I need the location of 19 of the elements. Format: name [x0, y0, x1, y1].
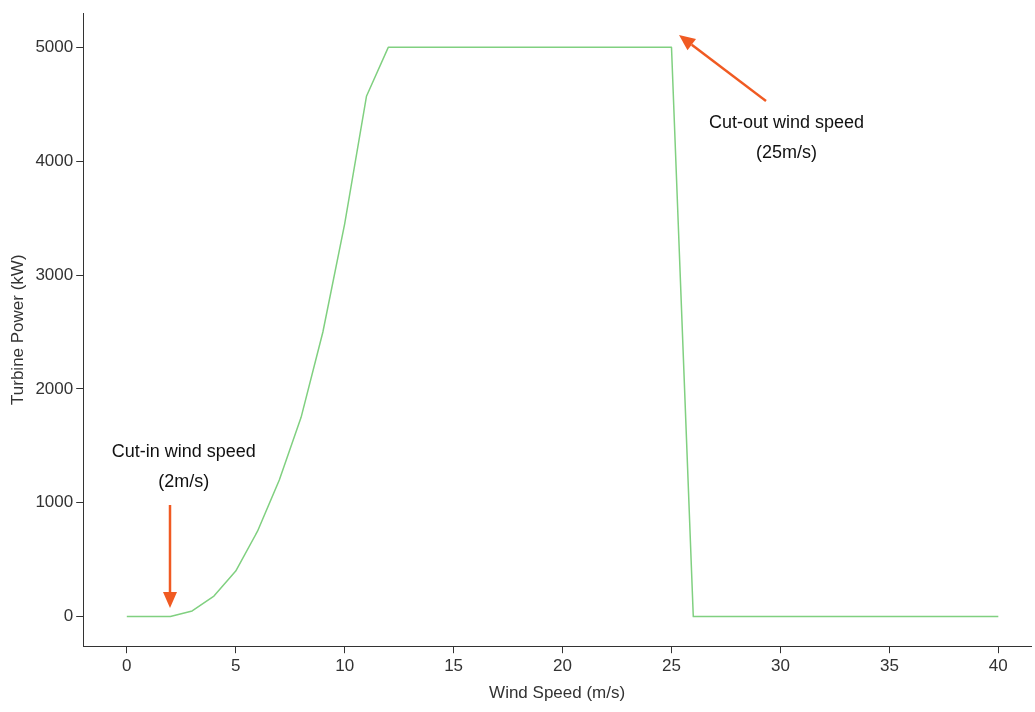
y-axis-title: Turbine Power (kW) [7, 254, 27, 405]
x-tick-label: 0 [122, 656, 132, 676]
x-axis-title: Wind Speed (m/s) [489, 683, 626, 703]
x-tick-label: 35 [879, 656, 899, 676]
x-tick-label: 15 [444, 656, 464, 676]
x-tick-label: 25 [662, 656, 681, 676]
annotation: Cut-out wind speed (25m/s) [708, 111, 865, 162]
y-tick-label: 5000 [35, 37, 74, 57]
y-tick-label: 2000 [35, 378, 74, 398]
y-tick-label: 4000 [35, 150, 74, 170]
x-tick-label: 10 [335, 656, 355, 676]
x-tick-label: 20 [553, 656, 573, 676]
y-tick-label: 0 [63, 606, 74, 626]
annotation: Cut-in wind speed (2m/s) [111, 441, 256, 492]
x-tick-label: 30 [770, 656, 790, 676]
x-tick-label: 5 [231, 656, 241, 676]
y-tick-label: 3000 [35, 264, 74, 284]
y-tick-label: 1000 [35, 492, 74, 512]
x-tick-label: 40 [988, 656, 1008, 676]
